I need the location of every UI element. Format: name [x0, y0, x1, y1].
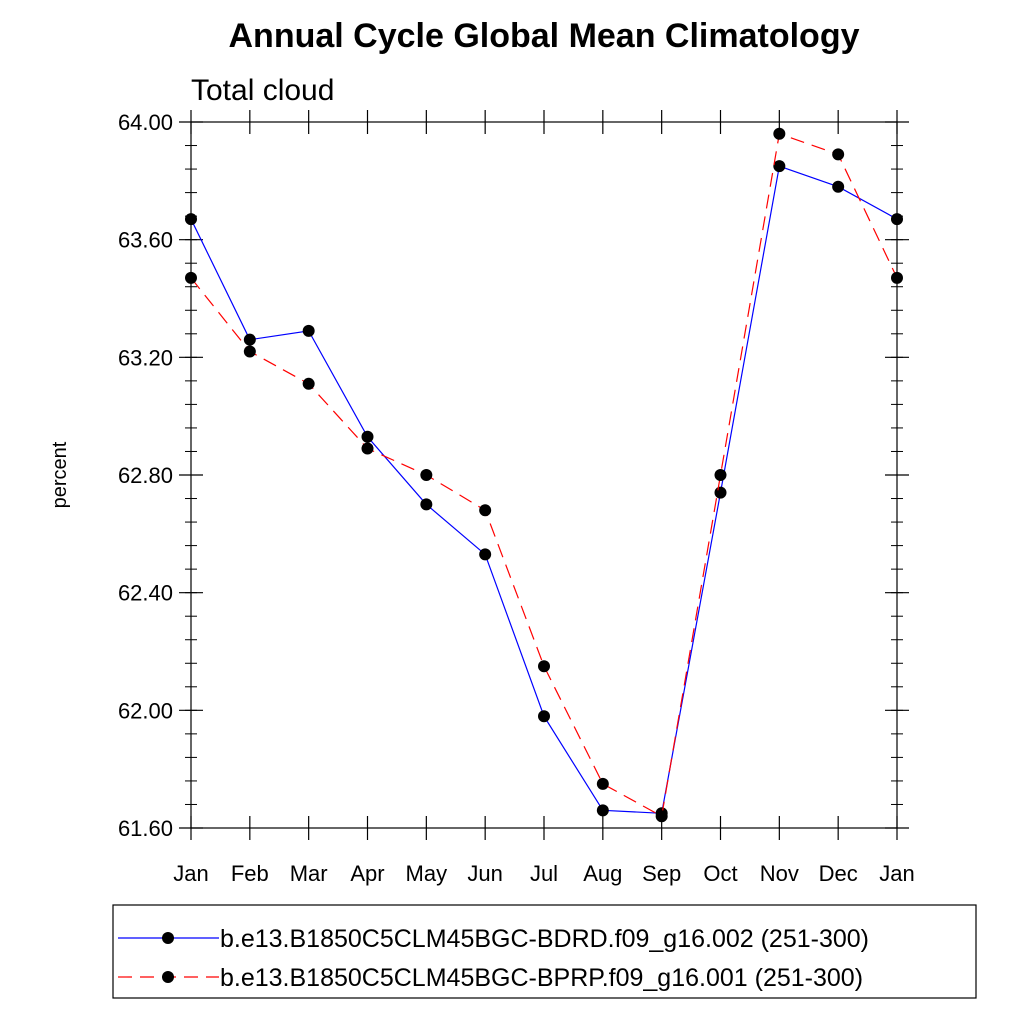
legend-item-2: b.e13.B1850C5CLM45BGC-BPRP.f09_g16.001 (… — [118, 964, 863, 992]
x-tick-label: Mar — [290, 861, 328, 886]
data-point — [302, 377, 315, 390]
data-point — [361, 442, 374, 455]
y-tick-label: 61.60 — [118, 816, 173, 841]
legend-label: b.e13.B1850C5CLM45BGC-BDRD.f09_g16.002 (… — [220, 925, 869, 953]
data-point — [891, 271, 903, 284]
x-tick-label: Jul — [530, 861, 558, 886]
x-tick-label: Apr — [350, 861, 384, 886]
chart-title: Annual Cycle Global Mean Climatology — [229, 17, 860, 55]
data-point — [185, 213, 197, 226]
data-point — [420, 498, 433, 511]
data-point — [773, 160, 786, 173]
legend-marker — [162, 971, 174, 983]
x-tick-labels: Jan Feb Mar Apr May Jun Jul Aug Sep Oct Nov Dec Jan — [173, 861, 914, 886]
x-tick-label: Aug — [583, 861, 622, 886]
legend-item-1: b.e13.B1850C5CLM45BGC-BDRD.f09_g16.002 (… — [118, 925, 869, 953]
series-1 — [185, 160, 903, 820]
data-point — [538, 660, 550, 673]
data-point — [479, 548, 492, 561]
x-tick-label: Sep — [642, 861, 681, 886]
data-point — [714, 469, 727, 481]
data-point — [655, 810, 668, 823]
x-tick-label: Nov — [760, 861, 799, 886]
x-tick-label: Feb — [231, 861, 269, 886]
data-point — [185, 271, 197, 284]
x-tick-label: Dec — [819, 861, 858, 886]
x-tick-label: Jun — [467, 861, 502, 886]
y-axis-label: percent — [49, 441, 71, 508]
data-point — [596, 804, 609, 817]
data-point — [538, 710, 550, 723]
data-point — [832, 180, 845, 193]
data-point — [773, 127, 786, 140]
data-point — [302, 324, 315, 337]
data-point — [891, 213, 903, 226]
y-tick-label: 63.60 — [118, 228, 173, 253]
series-2 — [185, 127, 903, 823]
y-tick-label: 62.80 — [118, 463, 173, 488]
y-tick-labels: 61.60 62.00 62.40 62.80 63.20 63.60 64.00 — [118, 110, 173, 841]
data-point — [596, 777, 609, 790]
legend-box — [112, 904, 977, 999]
y-tick-label: 64.00 — [118, 110, 173, 135]
x-tick-label: Oct — [703, 861, 737, 886]
data-point — [479, 504, 492, 517]
y-tick-label: 62.40 — [118, 581, 173, 606]
major-ticks — [179, 110, 909, 840]
legend-label: b.e13.B1850C5CLM45BGC-BPRP.f09_g16.001 (… — [220, 964, 863, 992]
data-point — [420, 469, 433, 481]
data-point — [714, 486, 727, 499]
x-tick-label: Jan — [879, 861, 914, 886]
series-group — [185, 127, 903, 823]
chart-subtitle: Total cloud — [191, 74, 334, 107]
data-point — [832, 148, 845, 161]
x-tick-label: May — [406, 861, 448, 886]
data-point — [243, 345, 256, 358]
data-point — [243, 333, 256, 346]
legend: b.e13.B1850C5CLM45BGC-BDRD.f09_g16.002 (… — [118, 925, 869, 992]
y-tick-label: 62.00 — [118, 698, 173, 723]
data-point — [361, 430, 374, 443]
x-tick-label: Jan — [173, 861, 208, 886]
y-tick-label: 63.20 — [118, 345, 173, 370]
legend-marker — [162, 932, 174, 944]
